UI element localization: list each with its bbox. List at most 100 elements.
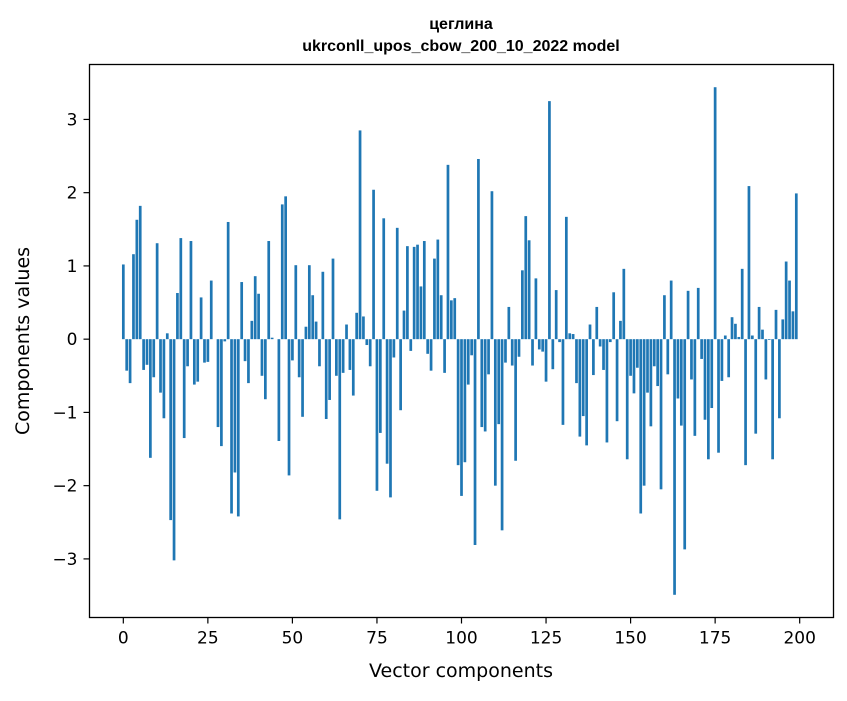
bar-component-157 [653,339,656,366]
bar-component-7 [146,339,149,365]
bar-component-91 [430,339,433,371]
bar-component-52 [298,339,301,377]
bar-component-129 [558,339,561,342]
bar-component-103 [470,339,473,355]
bar-component-146 [616,339,619,421]
bar-component-0 [122,264,125,339]
bar-component-188 [758,307,761,339]
bar-component-148 [622,269,625,339]
bar-component-34 [237,339,240,516]
bar-component-22 [196,339,199,381]
bar-component-55 [308,265,311,339]
bar-component-101 [464,339,467,462]
bar-component-92 [433,259,436,340]
bar-component-75 [376,339,379,491]
bar-component-139 [592,339,595,375]
bar-component-9 [152,339,155,377]
bar-component-53 [301,339,304,417]
bar-component-149 [626,339,629,459]
chart-title-line-1: цеглина [429,16,493,33]
bar-component-39 [254,276,257,339]
x-tick-label-75: 75 [366,629,388,649]
bar-component-107 [484,339,487,431]
bar-component-56 [311,295,314,339]
x-tick-label-25: 25 [197,629,219,649]
bar-component-50 [291,339,294,360]
bar-component-98 [453,298,456,339]
bar-component-5 [139,206,142,339]
bar-component-196 [785,262,788,340]
chart-title-line-2: ukrconll_upos_cbow_200_10_2022 model [302,38,619,55]
bar-component-57 [315,322,318,340]
bar-component-61 [328,339,331,400]
bar-component-31 [227,222,230,339]
bar-component-11 [159,339,162,392]
y-tick-label--3: −3 [52,550,77,570]
bar-component-102 [467,339,470,384]
bar-component-85 [409,339,412,351]
bar-component-185 [748,186,751,339]
bar-component-26 [210,281,213,340]
bar-component-113 [504,339,507,362]
bar-component-44 [271,338,274,339]
bar-component-64 [338,339,341,519]
bar-component-112 [501,339,504,530]
bar-component-184 [744,339,747,465]
bar-component-60 [325,339,328,419]
bar-component-104 [474,339,477,545]
x-axis-label: Vector components [369,660,553,682]
bar-component-189 [761,330,764,340]
bar-component-23 [200,297,203,339]
bar-component-142 [602,339,605,370]
bar-component-131 [565,217,568,339]
bar-component-193 [775,310,778,339]
bar-component-1 [125,339,128,371]
bar-component-127 [551,339,554,369]
bar-component-162 [670,281,673,340]
bar-component-89 [423,241,426,339]
bar-component-100 [460,339,463,496]
bar-component-111 [497,339,500,424]
bar-component-47 [281,204,284,339]
bar-component-43 [267,241,270,339]
bar-component-179 [727,339,730,377]
bar-component-119 [524,216,527,339]
bar-component-167 [687,291,690,339]
bar-component-3 [132,254,135,339]
bar-component-182 [737,337,740,339]
bar-component-114 [507,307,510,339]
bar-component-82 [399,339,402,410]
bar-component-66 [345,325,348,340]
bar-component-32 [230,339,233,513]
bar-component-13 [166,333,169,339]
bar-component-108 [487,339,490,374]
x-tick-label-175: 175 [699,629,731,649]
bar-component-21 [193,339,196,384]
bar-component-68 [352,339,355,395]
bar-component-81 [396,228,399,339]
bar-component-194 [778,339,781,418]
bar-component-25 [207,339,210,362]
x-tick-label-100: 100 [445,629,477,649]
bar-component-29 [220,339,223,446]
bar-component-161 [666,339,669,374]
y-axis-label: Components values [12,247,34,435]
bar-component-96 [447,165,450,339]
bar-component-198 [792,311,795,339]
bar-component-84 [406,246,409,339]
bar-component-195 [781,319,784,339]
bar-component-156 [650,339,653,426]
bar-component-121 [531,339,534,365]
bar-component-136 [582,339,585,416]
bar-component-147 [619,321,622,339]
bar-component-155 [646,339,649,392]
bar-component-165 [680,339,683,425]
bar-component-71 [362,316,365,339]
bar-component-177 [721,339,724,381]
bar-component-6 [142,339,145,370]
bar-component-199 [795,193,798,339]
bar-component-134 [575,339,578,383]
bar-component-40 [257,294,260,339]
bar-component-152 [636,339,639,368]
